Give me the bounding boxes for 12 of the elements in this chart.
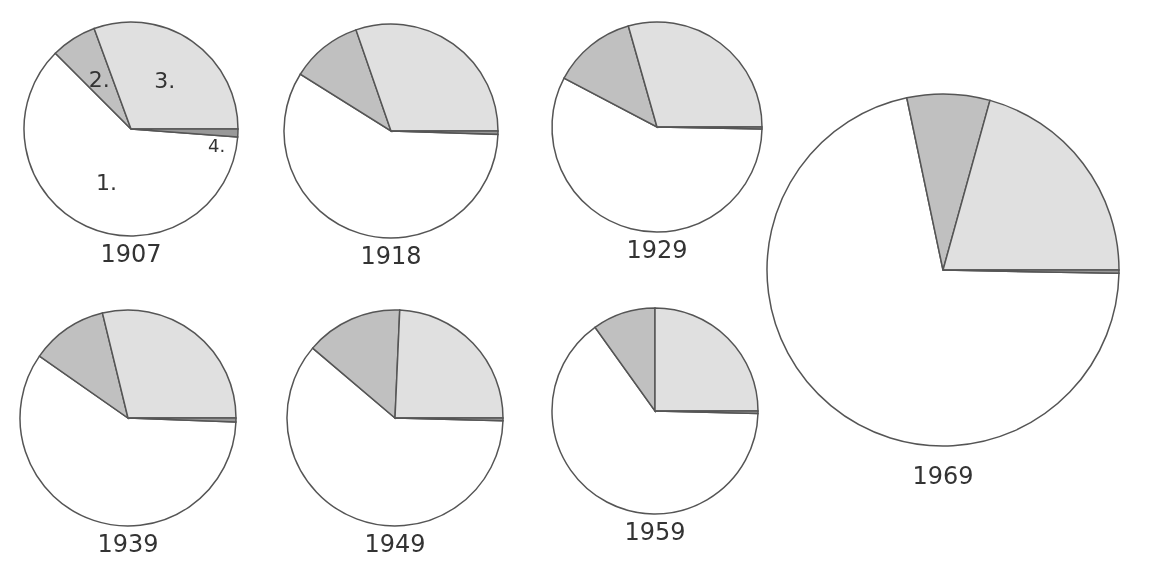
text: 1907: [99, 240, 163, 268]
text: 1929: [625, 236, 689, 264]
pie-slice: [766, 97, 1120, 447]
slice-label: 3.: [154, 68, 176, 94]
text: 1959: [623, 518, 687, 546]
slice-label: 2.: [88, 66, 110, 92]
text: 1949: [363, 530, 427, 558]
text: 1969: [911, 462, 975, 490]
slice-label: 4.: [207, 134, 226, 156]
text: 1918: [359, 242, 423, 270]
slice-label: 1.: [95, 169, 117, 195]
text: 1939: [96, 530, 160, 558]
